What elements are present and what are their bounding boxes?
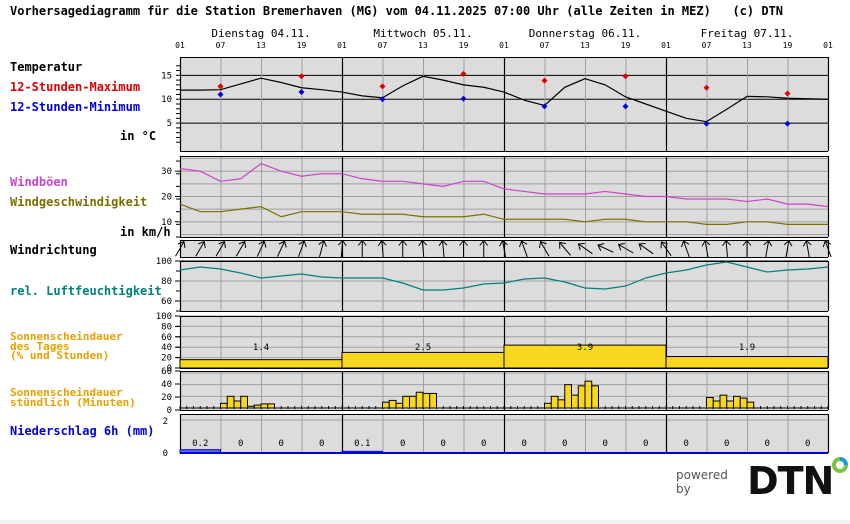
svg-text:01: 01 [175,41,185,50]
label-sonne-tag-3: (% und Stunden) [10,349,110,362]
svg-text:10: 10 [161,218,172,228]
svg-text:0: 0 [643,439,648,449]
footer-divider [0,520,850,524]
svg-text:1.4: 1.4 [253,343,269,353]
svg-text:30: 30 [161,167,172,177]
svg-text:0: 0 [765,439,770,449]
svg-text:0.1: 0.1 [354,439,370,449]
svg-text:60: 60 [161,333,172,343]
label-max12: 12-Stunden-Maximum [10,80,141,94]
svg-text:60: 60 [161,297,172,307]
svg-text:01: 01 [337,41,347,50]
label-luftfeuchtigkeit: rel. Luftfeuchtigkeit [10,284,162,298]
label-sonne-std-2: stündlich (Minuten) [10,396,136,409]
dtn-dot-icon [832,457,848,473]
svg-text:0: 0 [319,439,324,449]
svg-text:10: 10 [161,95,172,105]
svg-text:20: 20 [161,393,172,403]
svg-text:07: 07 [378,41,388,50]
svg-text:19: 19 [621,41,631,50]
svg-text:0: 0 [279,439,284,449]
svg-text:60: 60 [161,367,172,377]
svg-text:2: 2 [163,417,168,427]
svg-text:1.9: 1.9 [739,343,755,353]
svg-text:0: 0 [167,406,172,416]
svg-text:07: 07 [216,41,226,50]
dtn-brand: DTN [747,459,834,503]
svg-text:0: 0 [562,439,567,449]
label-windgeschwindigkeit: Windgeschwindigkeit [10,195,148,209]
label-niederschlag: Niederschlag 6h (mm) [10,424,155,438]
svg-text:0: 0 [400,439,405,449]
label-sonne-tag-2: des Tages [10,340,70,353]
svg-text:0: 0 [481,439,486,449]
svg-text:15: 15 [161,71,172,81]
svg-text:19: 19 [459,41,469,50]
svg-text:19: 19 [297,41,307,50]
svg-text:20: 20 [161,193,172,203]
svg-text:80: 80 [161,322,172,332]
svg-text:2.5: 2.5 [415,343,431,353]
label-windboeen: Windböen [10,175,68,189]
svg-text:0: 0 [603,439,608,449]
svg-text:0.2: 0.2 [192,439,208,449]
svg-text:20: 20 [161,354,172,364]
svg-text:0: 0 [167,364,172,374]
label-temp-unit: in °C [120,129,157,143]
svg-text:0: 0 [805,439,810,449]
svg-text:80: 80 [161,277,172,287]
svg-text:0: 0 [163,449,168,459]
chart-title: Vorhersagediagramm für die Station Breme… [10,4,784,18]
svg-text:Donnerstag 06.11.: Donnerstag 06.11. [529,27,642,40]
svg-text:07: 07 [540,41,550,50]
svg-text:0: 0 [441,439,446,449]
svg-text:0: 0 [238,439,243,449]
powered-by-text: powered by [676,468,728,496]
label-sonne-tag-1: Sonnenscheindauer [10,330,123,343]
svg-text:01: 01 [661,41,671,50]
svg-text:Mittwoch 05.11.: Mittwoch 05.11. [373,27,472,40]
svg-text:07: 07 [702,41,712,50]
label-temperatur: Temperatur [10,60,83,74]
svg-text:40: 40 [161,343,172,353]
svg-text:100: 100 [156,312,172,322]
dtn-logo: powered by DTN [676,457,850,503]
svg-text:13: 13 [580,41,590,50]
svg-text:100: 100 [156,257,172,267]
svg-text:19: 19 [783,41,793,50]
svg-text:0: 0 [724,439,729,449]
svg-text:13: 13 [418,41,428,50]
svg-text:5: 5 [167,119,172,129]
label-windrichtung: Windrichtung [10,243,97,257]
svg-text:0: 0 [684,439,689,449]
svg-text:0: 0 [522,439,527,449]
label-sonne-std-1: Sonnenscheindauer [10,386,123,399]
svg-text:3.9: 3.9 [577,343,593,353]
svg-text:40: 40 [161,380,172,390]
svg-text:Freitag 07.11.: Freitag 07.11. [701,27,794,40]
svg-text:01: 01 [499,41,509,50]
svg-text:13: 13 [256,41,266,50]
svg-text:13: 13 [742,41,752,50]
label-wind-unit: in km/h [120,225,171,239]
svg-text:Dienstag 04.11.: Dienstag 04.11. [211,27,310,40]
label-min12: 12-Stunden-Minimum [10,100,141,114]
svg-text:01: 01 [823,41,833,50]
